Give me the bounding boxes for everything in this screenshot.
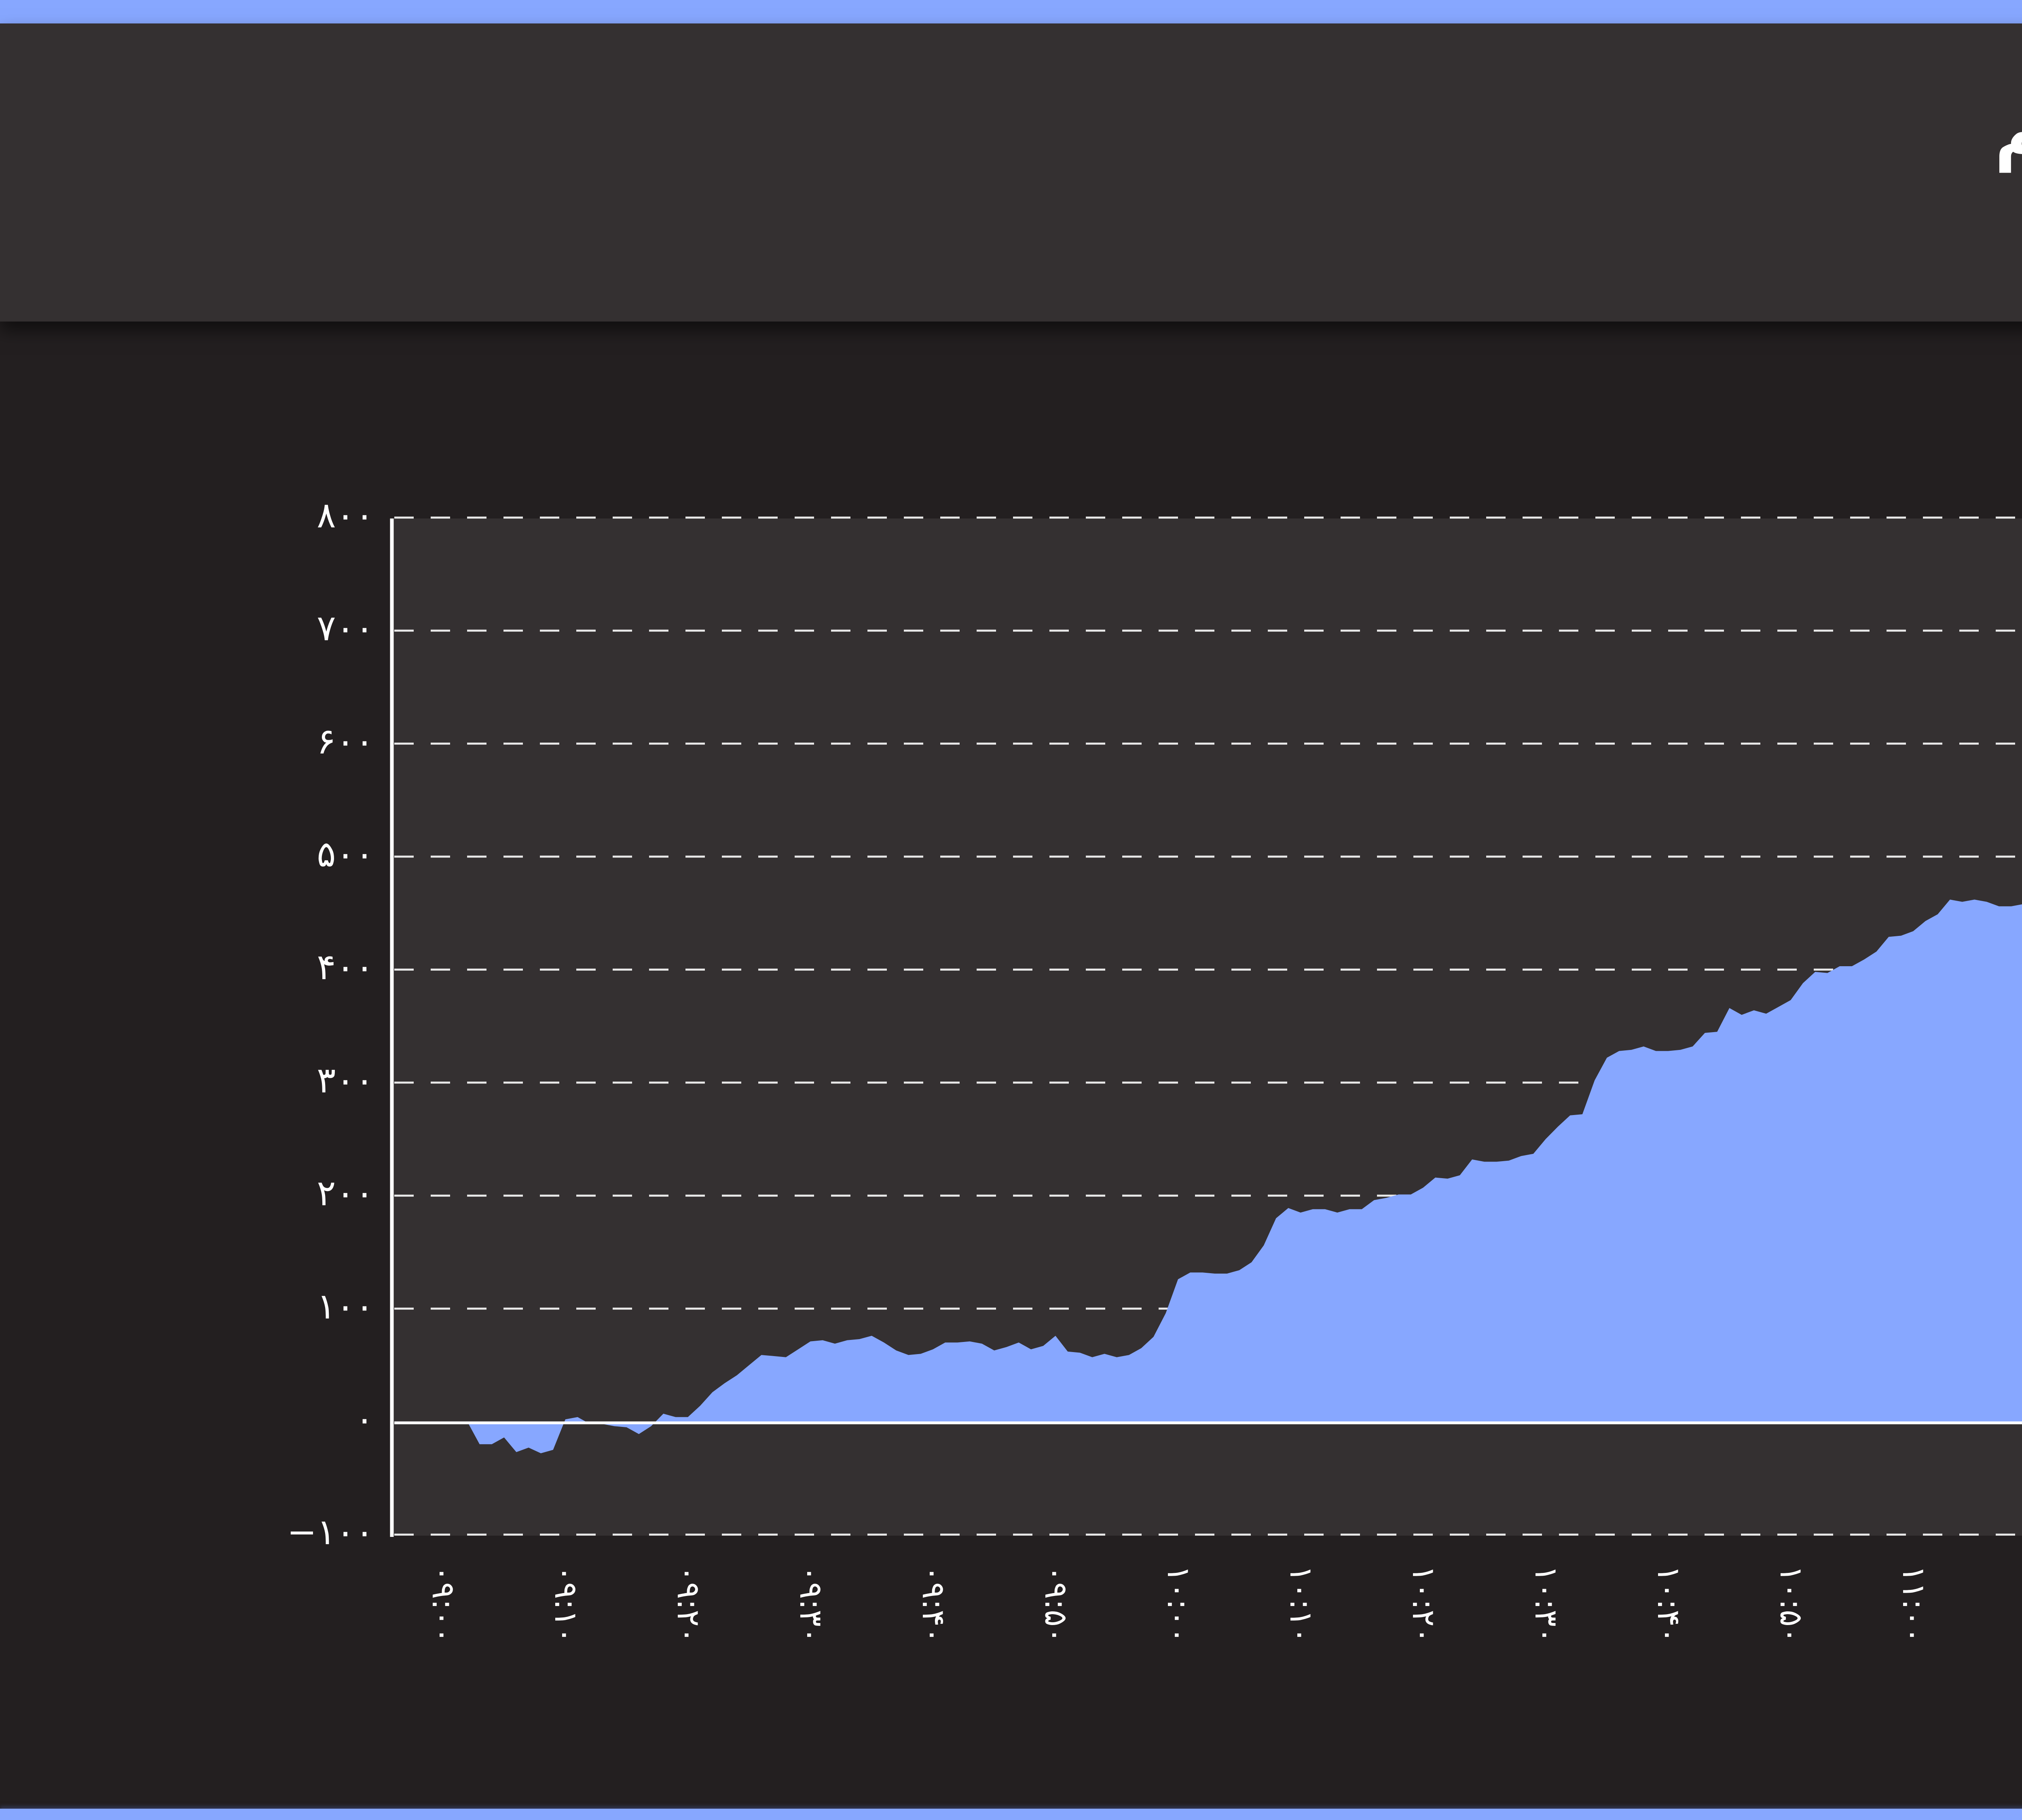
x-tick-label: ۰۹:۲۰: [670, 1565, 706, 1644]
x-tick-label: ۱۰:۴۰: [1650, 1565, 1687, 1644]
y-tick-label: ۳۰۰: [317, 1059, 374, 1101]
x-tick-label: ۱۰:۲۰: [1405, 1565, 1442, 1644]
y-tick-label: ۰: [355, 1398, 374, 1440]
x-tick-label: ۱۰:۵۰: [1773, 1565, 1809, 1644]
y-tick-label: −۱۰۰: [287, 1511, 374, 1553]
header: ورود و خروج پول سهام و حق تقدم (میلیاردت…: [0, 23, 2022, 322]
y-tick-label: ۵۰۰: [317, 833, 374, 875]
x-tick-label: ۱۰:۱۰: [1283, 1565, 1319, 1644]
y-tick-label: ۴۰۰: [317, 946, 374, 988]
x-tick-label: ۱۰:۳۰: [1528, 1565, 1564, 1644]
bottom-accent-bar: [0, 1809, 2022, 1820]
x-tick-label: ۰۹:۵۰: [1038, 1565, 1074, 1644]
top-accent-bar: [0, 0, 2022, 23]
y-tick-label: ۱۰۰: [317, 1285, 374, 1327]
y-tick-label: ۷۰۰: [317, 607, 374, 649]
chart-title: ورود و خروج پول سهام و حق تقدم: [1995, 95, 2022, 172]
y-tick-label: ۲۰۰: [317, 1172, 374, 1214]
x-tick-label: ۱۰:۰۰: [1160, 1565, 1197, 1644]
y-tick-label: ۸۰۰: [317, 494, 374, 536]
x-tick-label: ۱۱:۱۰: [2018, 1565, 2022, 1644]
x-tick-label: ۰۹:۱۰: [548, 1565, 584, 1644]
area-series: [439, 899, 2022, 1454]
x-tick-label: ۰۹:۰۰: [425, 1565, 461, 1644]
x-tick-label: ۰۹:۴۰: [915, 1565, 952, 1644]
x-tick-label: ۰۹:۳۰: [793, 1565, 829, 1644]
x-tick-label: ۱۱:۰۰: [1895, 1565, 1932, 1644]
y-tick-label: ۶۰۰: [317, 720, 374, 762]
